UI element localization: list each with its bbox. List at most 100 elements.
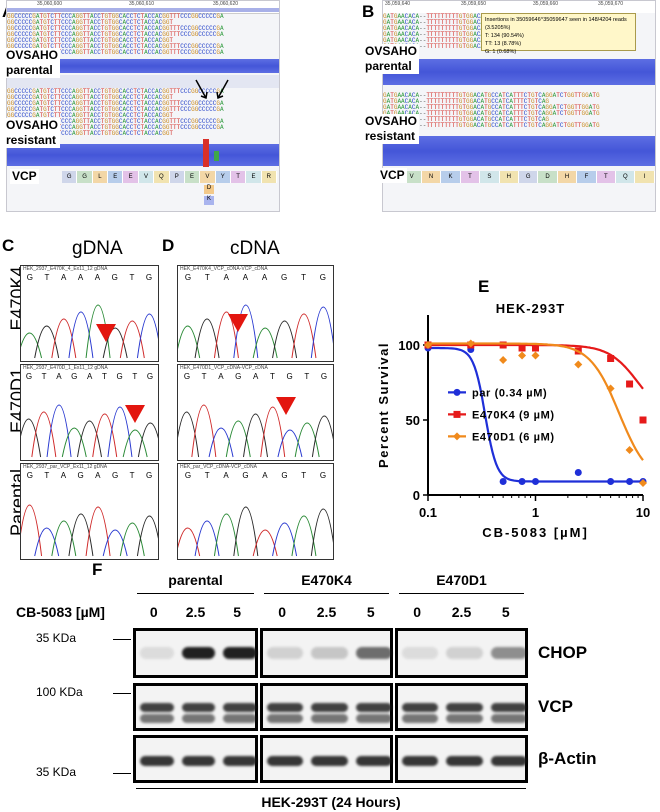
read-row: GGCCCCCGATGTCTTCCCAGGTTACCTGTGGCACCTCTAC… xyxy=(7,19,174,26)
legend-marker xyxy=(453,410,461,418)
data-point xyxy=(424,341,432,349)
base-call: G xyxy=(26,471,33,480)
band xyxy=(490,647,527,659)
blot-β-actin-2 xyxy=(395,735,528,783)
data-point xyxy=(518,344,526,352)
base-call: G xyxy=(281,273,288,282)
resistant-reads: GATGAACACA--TTTTTTTTTGTGGACATGCCATCATTTC… xyxy=(383,93,655,133)
resistant-coverage xyxy=(7,144,279,166)
aa-cell-1: G xyxy=(77,171,93,183)
panel-a-igv-view: 35,060,600 35,060,610 35,060,620 GGCCCCC… xyxy=(6,0,280,212)
band xyxy=(355,647,392,659)
aa-cell-12: E xyxy=(246,171,262,183)
panel-a-resistant-label: OVSAHO resistant xyxy=(4,118,61,148)
coord-3: 35,060,620 xyxy=(213,1,239,7)
chromatogram-gdna-1: HEK_2937_E470D_1_Ex11_12 gDNA G T A G A T G T G xyxy=(20,364,159,461)
peak xyxy=(136,515,158,557)
peak xyxy=(277,429,303,458)
band xyxy=(402,756,439,766)
band xyxy=(446,647,483,659)
peak xyxy=(77,420,102,458)
read-row: GGCCCCCGATGTCTTCCCAGGTTACCTGTGGCACCTCTAC… xyxy=(7,94,174,101)
parental-coverage xyxy=(7,59,279,73)
base-call: A xyxy=(56,372,62,381)
base-call: T xyxy=(204,471,210,480)
data-point xyxy=(532,344,539,352)
aa-cell-13: I xyxy=(635,171,655,183)
aa-cell-8: E xyxy=(184,171,201,183)
band xyxy=(311,647,348,659)
peak xyxy=(68,513,94,557)
aa-cell-3: K xyxy=(441,171,461,183)
panel-b-resistant-label: OVSAHO resistant xyxy=(363,114,420,144)
base-call: A xyxy=(242,273,249,282)
band xyxy=(355,703,392,712)
coord-2: 35,059,650 xyxy=(461,1,487,7)
tooltip-line: TT: 13 (8.78%) xyxy=(485,41,522,47)
base-call: T xyxy=(201,372,207,381)
band xyxy=(446,714,483,723)
mutation-arrow-icon xyxy=(276,397,296,415)
band xyxy=(490,714,527,723)
peak xyxy=(102,327,128,359)
peak xyxy=(178,411,200,458)
base-call: A xyxy=(262,471,268,480)
base-call: G xyxy=(235,372,242,381)
x-axis-label: CB-5083 [µM] xyxy=(482,525,589,540)
data-point xyxy=(499,341,507,349)
blot-β-actin-1 xyxy=(260,735,393,783)
arrows-icon xyxy=(195,79,229,100)
peak xyxy=(31,411,57,458)
data-point xyxy=(607,355,615,362)
panel-b-label: B xyxy=(362,2,375,21)
base-call: G xyxy=(145,273,153,282)
mutation-arrow-icon xyxy=(228,314,248,332)
base-call: A xyxy=(223,273,229,282)
chromatogram-cdna-2: HEK_par_VCP_cDNA-VCP_cDNA G T A G A G T G xyxy=(177,463,334,560)
base-call: A xyxy=(261,273,268,282)
blot-chop-2 xyxy=(395,628,528,678)
panel-f-label: F xyxy=(92,560,103,579)
dose-value: 2.5 xyxy=(451,604,472,620)
aa-cell-9: H xyxy=(557,171,578,183)
base-call: T xyxy=(132,372,138,381)
y-axis-label: Percent Survival xyxy=(376,342,391,468)
tooltip-line: Insertions in 35059646^35059647 seen in … xyxy=(485,17,627,31)
group-label-2: E470D1 xyxy=(436,572,487,588)
data-point xyxy=(518,478,526,485)
data-point xyxy=(532,478,539,485)
read-row: GGCCCCCGATGTCTTCCCAGGTTACCTGTGGCACCTCTAC… xyxy=(7,88,224,95)
read-row: GGCCCCCGATGTCTTCCCAGGTTACCTGTGGCACCTCTAC… xyxy=(7,31,224,38)
base-call: G xyxy=(25,372,33,381)
band xyxy=(267,714,304,723)
peak xyxy=(225,420,251,458)
legend-label: E470D1 (6 µM) xyxy=(472,431,555,443)
dose-value: 2.5 xyxy=(316,604,337,620)
trace-peaks xyxy=(21,504,158,557)
peak xyxy=(310,306,333,359)
peak xyxy=(310,508,333,557)
read-row: GATGAACACA--TTTTTTTTTGTGGACATGCCATCATTTC… xyxy=(383,104,600,111)
data-point xyxy=(639,416,647,424)
read-row: GATGAACACA--TTTTTTTTTGTGGACATGCCATCATTTC… xyxy=(383,92,600,99)
base-call: T xyxy=(301,471,307,480)
band xyxy=(181,703,216,712)
trace-label: HEK_E470D1_VCP_cDNA-VCP_cDNA xyxy=(180,365,268,371)
data-point xyxy=(574,469,582,476)
trace-peaks xyxy=(178,506,333,557)
blot-vcp-2 xyxy=(395,683,528,731)
mutation-arrow-icon xyxy=(96,324,116,342)
base-call: A xyxy=(60,471,67,480)
panel-c-title: gDNA xyxy=(72,238,123,259)
read-row: GATGAACACA--TTTTTTTTTGTGGACATGCCATCATTTC… xyxy=(383,122,600,129)
peak xyxy=(122,429,148,458)
panel-b-aa-track: FVNKTSHGDHFTQI xyxy=(383,171,655,183)
peak xyxy=(136,313,158,359)
footer-line xyxy=(136,788,526,789)
blot-β-actin-0 xyxy=(133,735,258,783)
marker-tick xyxy=(113,693,131,694)
base-call: T xyxy=(204,273,210,282)
aa-cell-6: Q xyxy=(154,171,170,183)
band xyxy=(223,756,257,766)
band xyxy=(181,714,216,723)
